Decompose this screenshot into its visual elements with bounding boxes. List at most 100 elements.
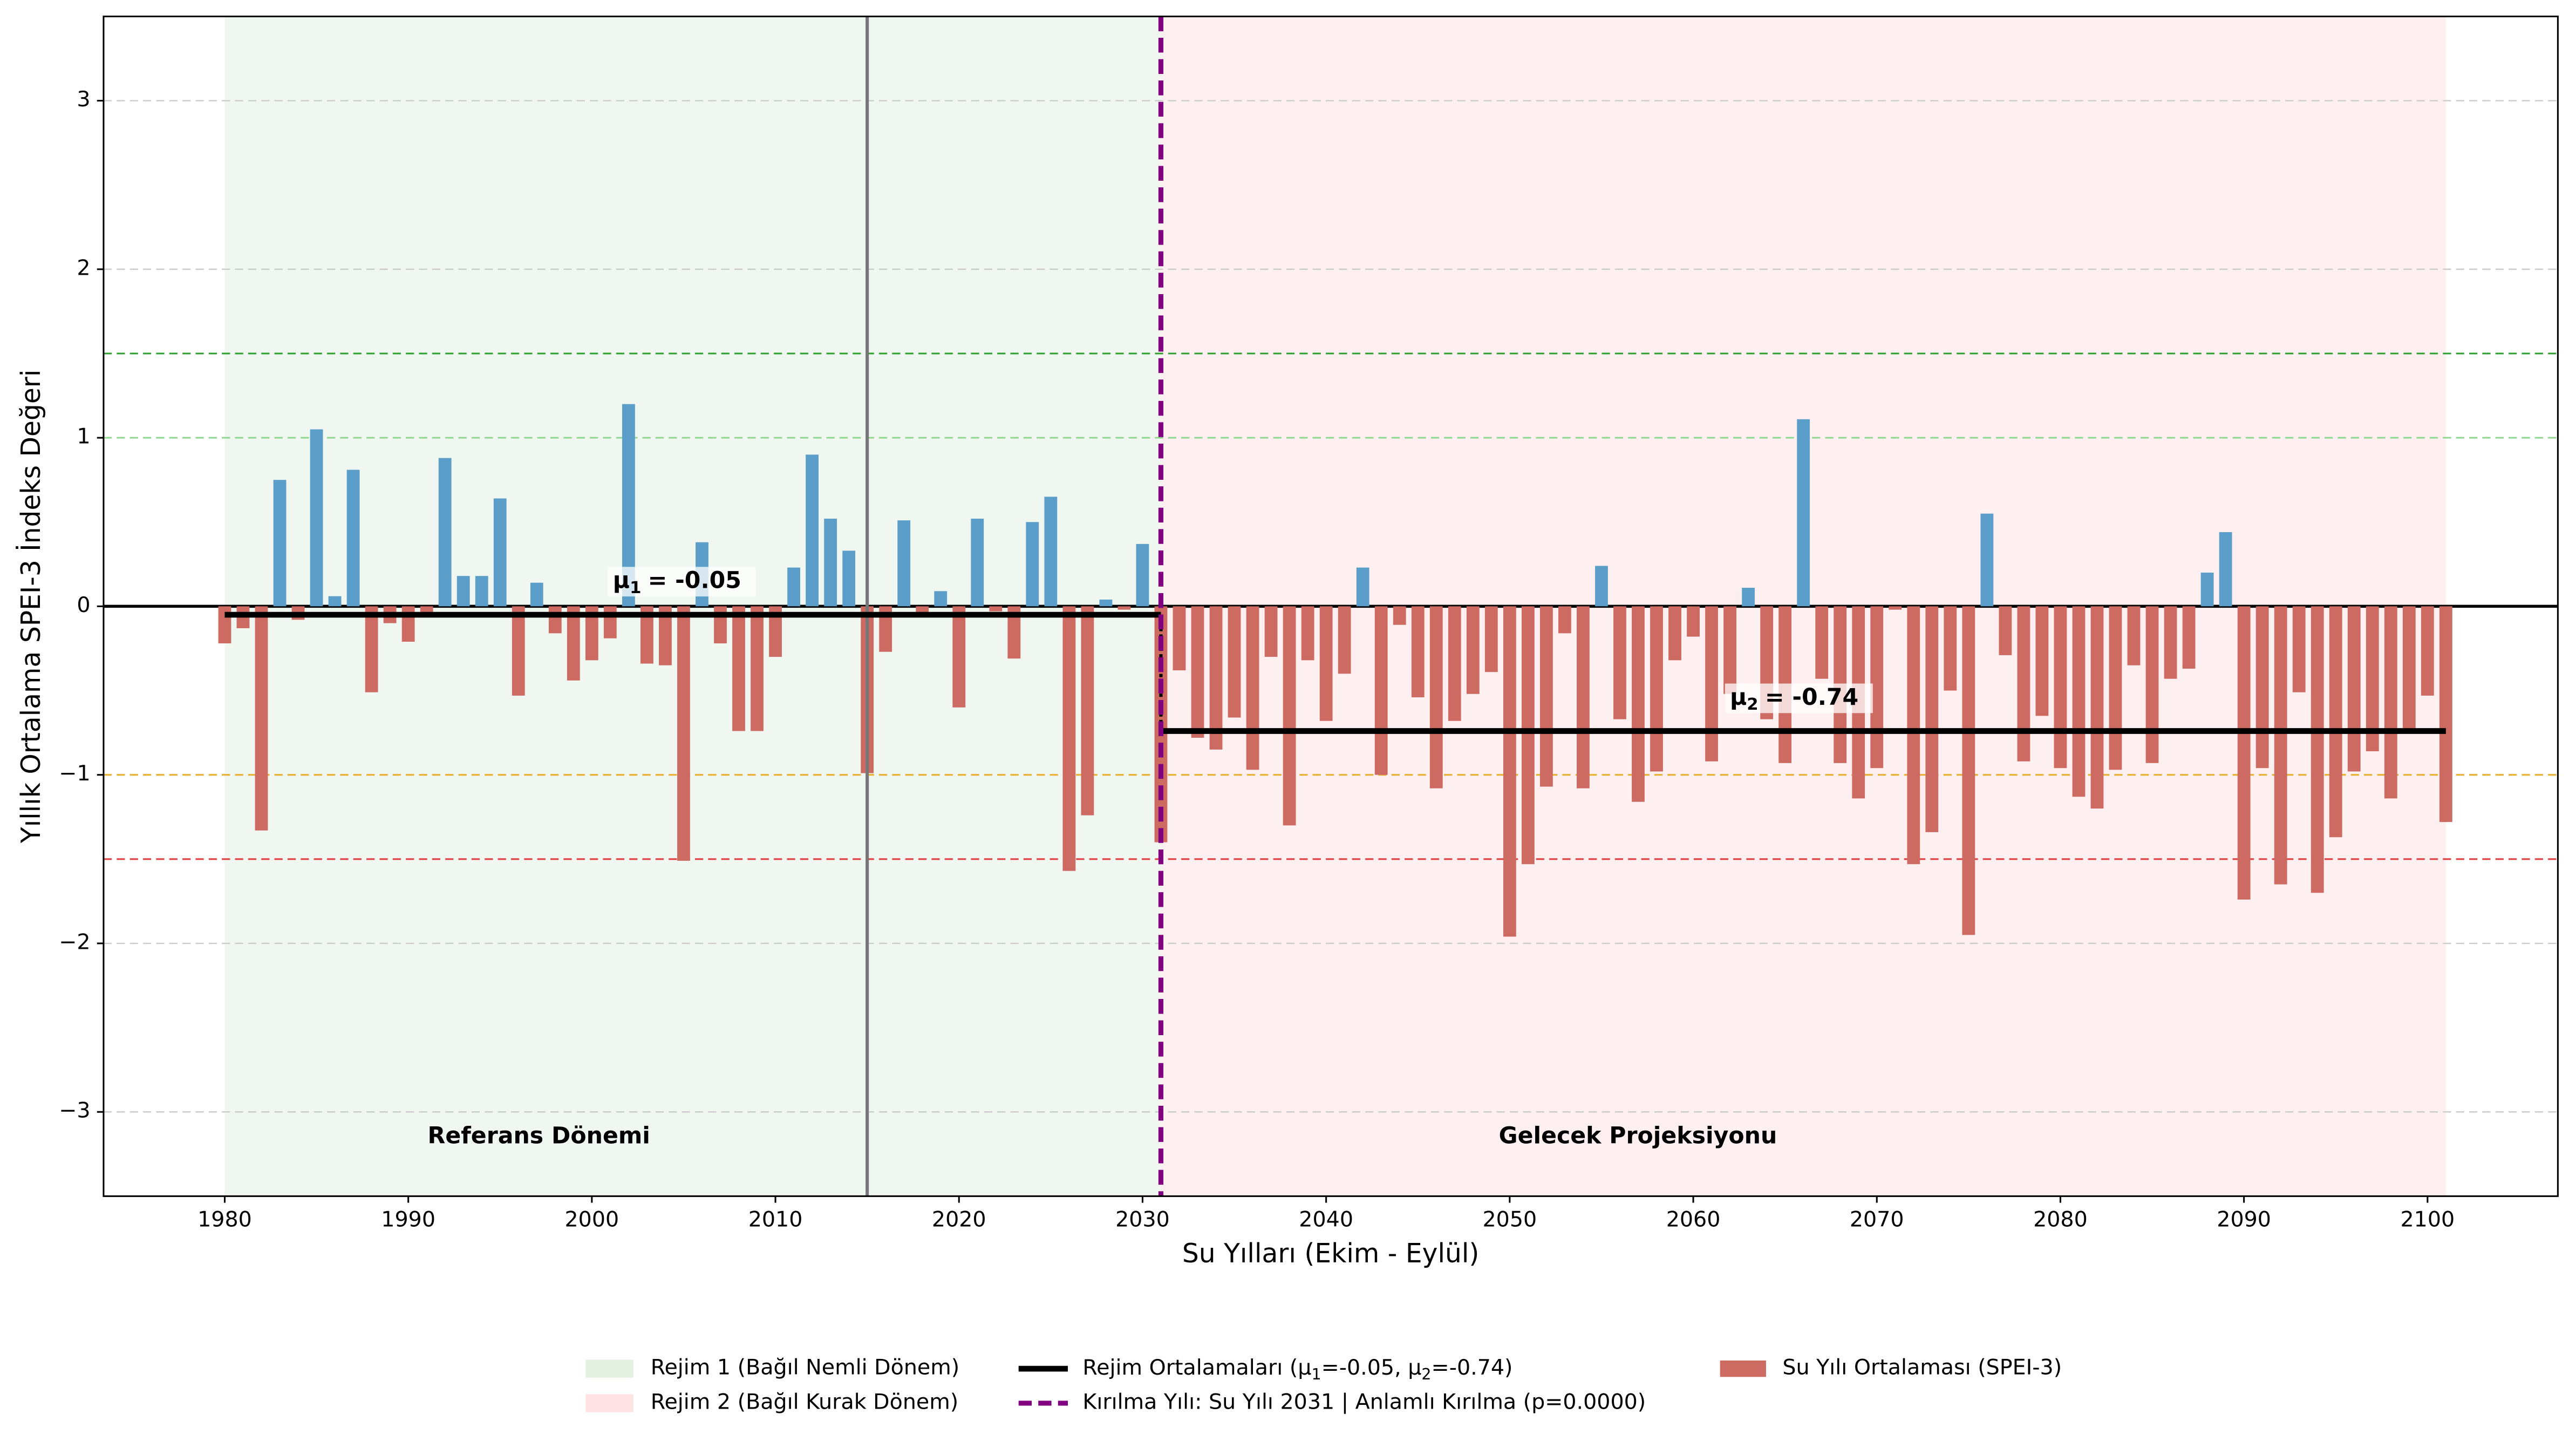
- bar: [1209, 606, 1223, 750]
- bar: [1246, 606, 1259, 770]
- x-tick-label: 1980: [197, 1207, 252, 1232]
- subscript: 1: [630, 578, 641, 597]
- x-tick-label: 2050: [1483, 1207, 1537, 1232]
- bar: [585, 606, 598, 661]
- bar: [1044, 497, 1058, 607]
- bar: [751, 606, 764, 731]
- mean-label: μ2 = -0.74: [1730, 683, 1858, 713]
- bar: [273, 480, 287, 607]
- bar: [1062, 606, 1076, 871]
- bar: [732, 606, 745, 731]
- bar: [2274, 606, 2287, 885]
- bar: [1228, 606, 1241, 718]
- bar: [2035, 606, 2049, 716]
- bar: [1099, 599, 1113, 607]
- bar: [2164, 606, 2177, 679]
- bar: [548, 606, 562, 634]
- bar: [1944, 606, 1957, 691]
- x-tick-label: 2060: [1666, 1207, 1721, 1232]
- mean-annotation: μ1 = -0.05: [608, 567, 756, 597]
- bar: [2439, 606, 2452, 823]
- text-part: μ: [1730, 683, 1747, 710]
- bar: [640, 606, 653, 664]
- y-tick-label: −3: [59, 1098, 90, 1123]
- bar: [1980, 513, 1994, 607]
- bar: [456, 576, 470, 607]
- y-tick-label: 0: [77, 593, 90, 617]
- bar: [2255, 606, 2269, 769]
- bar: [1999, 606, 2012, 655]
- bar: [824, 519, 837, 607]
- bar: [2182, 606, 2196, 669]
- bar: [1429, 606, 1443, 789]
- y-tick-label: −2: [59, 929, 90, 954]
- bar: [1742, 588, 1755, 607]
- bar: [1870, 606, 1884, 769]
- bar: [1650, 606, 1663, 772]
- legend-label: Kırılma Yılı: Su Yılı 2031 | Anlamlı Kır…: [1082, 1389, 1646, 1414]
- bar: [603, 606, 617, 638]
- bar: [255, 606, 268, 831]
- legend-label: Rejim 2 (Bağıl Kurak Dönem): [651, 1389, 959, 1414]
- x-axis-label: Su Yılları (Ekim - Eylül): [1182, 1239, 1480, 1269]
- legend-swatch: [585, 1394, 633, 1412]
- bar: [1539, 606, 1553, 787]
- period-label: Gelecek Projeksiyonu: [1499, 1122, 1777, 1149]
- bar: [1356, 567, 1369, 607]
- bar: [2329, 606, 2342, 838]
- bar: [2072, 606, 2086, 797]
- mean-label: μ1 = -0.05: [613, 567, 741, 597]
- text-part: μ: [613, 567, 630, 594]
- bar: [2017, 606, 2030, 762]
- bar: [952, 606, 966, 708]
- bar: [1925, 606, 1939, 832]
- bar: [1173, 606, 1186, 671]
- bar: [2127, 606, 2141, 665]
- bar: [567, 606, 580, 681]
- bar: [897, 520, 911, 607]
- bar: [2090, 606, 2104, 809]
- legend-swatch: [1720, 1360, 1766, 1377]
- bar: [1889, 606, 1902, 610]
- bar: [1484, 606, 1498, 672]
- legend-label: Su Yılı Ortalaması (SPEI-3): [1782, 1355, 2062, 1380]
- subscript: 1: [1311, 1365, 1321, 1383]
- bar: [1081, 606, 1094, 815]
- bar: [2292, 606, 2306, 692]
- legend-label: Rejim 1 (Bağıl Nemli Dönem): [651, 1355, 959, 1380]
- bar: [769, 606, 782, 657]
- bar: [879, 606, 892, 652]
- text-part: =-0.74): [1432, 1355, 1513, 1380]
- bar: [2384, 606, 2397, 799]
- y-tick-label: 1: [77, 424, 90, 449]
- bar: [1595, 566, 1608, 607]
- x-tick-label: 2010: [748, 1207, 803, 1232]
- bar: [1668, 606, 1681, 661]
- bar: [1577, 606, 1590, 789]
- annotation-box: [1725, 683, 1873, 713]
- bar: [1026, 522, 1039, 607]
- text-part: = -0.05: [648, 567, 741, 594]
- legend-label: Rejim Ortalamaları (μ1=-0.05, μ2=-0.74): [1082, 1355, 1512, 1384]
- y-tick-label: 2: [77, 255, 90, 280]
- bar: [1797, 419, 1810, 607]
- bar: [2311, 606, 2324, 893]
- bar: [493, 498, 507, 607]
- subscript: 2: [1421, 1365, 1431, 1383]
- bar: [1283, 606, 1296, 826]
- bar: [1393, 606, 1406, 625]
- bar: [1136, 543, 1149, 607]
- bar: [971, 519, 984, 607]
- x-tick-label: 2090: [2217, 1207, 2271, 1232]
- bar: [2347, 606, 2361, 772]
- mean-annotation: μ2 = -0.74: [1725, 683, 1873, 714]
- y-axis-label: Yıllık Ortalama SPEI-3 İndeks Değeri: [16, 370, 46, 844]
- y-tick-label: 3: [77, 87, 90, 112]
- x-tick-label: 2070: [1850, 1207, 1904, 1232]
- x-tick-label: 2080: [2033, 1207, 2088, 1232]
- bar: [1521, 606, 1535, 865]
- bar: [1264, 606, 1278, 657]
- y-tick-label: −1: [59, 761, 90, 786]
- bar: [2109, 606, 2122, 770]
